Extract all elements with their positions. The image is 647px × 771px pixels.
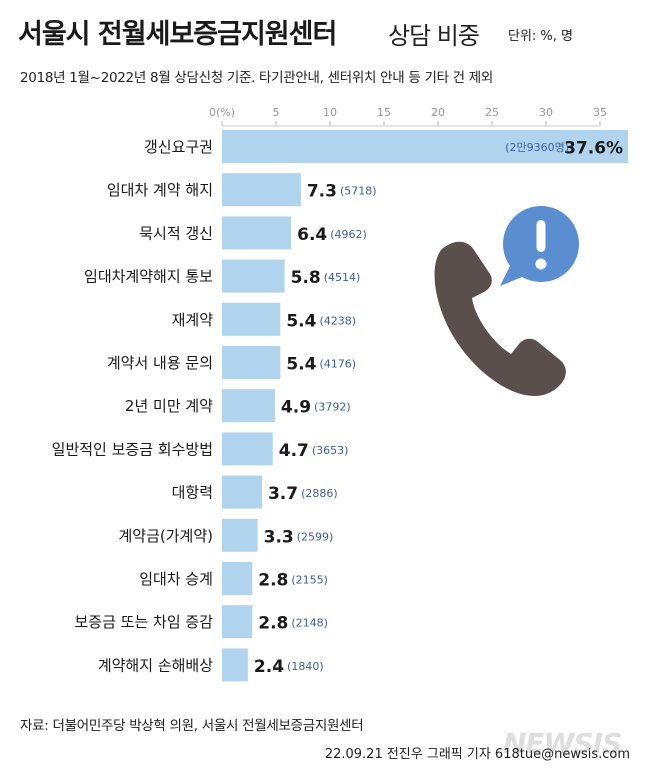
category-label: 계약금(가계약) — [118, 527, 213, 545]
category-label: 재계약 — [172, 311, 214, 329]
bar — [222, 302, 281, 336]
bar — [222, 130, 629, 163]
bar — [222, 346, 281, 379]
bar — [222, 475, 262, 509]
x-tick-label: 10 — [323, 106, 337, 119]
count-label: (4962) — [330, 228, 367, 241]
x-tick-label: 35 — [593, 106, 607, 119]
category-label: 임대차 계약 해지 — [107, 181, 213, 199]
count-label: (3653) — [312, 444, 349, 457]
bar — [222, 173, 301, 207]
x-tick-label: 0(%) — [209, 106, 235, 119]
category-label: 계약해지 손해배상 — [98, 656, 213, 674]
category-label: 묵시적 갱신 — [139, 224, 213, 242]
bar — [222, 389, 275, 423]
x-tick-label: 15 — [377, 106, 391, 119]
count-label: (1840) — [287, 660, 324, 673]
value-label: 3.7 — [268, 484, 298, 504]
value-label: 2.4 — [254, 657, 284, 677]
watermark-logo: NEWSIS — [503, 727, 622, 760]
value-label: 6.4 — [297, 225, 327, 245]
category-label: 갱신요구권 — [144, 138, 213, 156]
x-tick-label: 30 — [539, 106, 553, 119]
bar — [222, 259, 285, 293]
x-tick-label: 5 — [273, 106, 280, 119]
count-label: (4514) — [324, 271, 361, 284]
count-label: (2886) — [301, 487, 338, 500]
value-label: 4.9 — [281, 398, 311, 418]
chart-subtitle: 2018년 1월~2022년 8월 상담신청 기준. 타기관안내, 센터위치 안… — [20, 70, 494, 86]
bar — [222, 216, 292, 250]
count-label: (4238) — [319, 314, 356, 327]
value-label: 5.8 — [291, 268, 321, 288]
alert-bubble-icon — [500, 206, 579, 286]
bar — [222, 605, 253, 639]
count-label: (4176) — [319, 358, 356, 371]
category-label: 2년 미만 계약 — [125, 397, 213, 415]
category-label: 임대차 승계 — [139, 570, 213, 588]
x-tick-label: 20 — [431, 106, 445, 119]
count-label: (2148) — [291, 617, 328, 630]
value-label: 2.8 — [258, 571, 288, 591]
chart-title-sub: 상담 비중 — [388, 22, 480, 50]
count-label: (2만9360명) — [505, 141, 569, 154]
category-label: 임대차계약해지 통보 — [84, 268, 213, 286]
x-tick-label: 25 — [485, 106, 499, 119]
bar — [222, 648, 248, 682]
value-label: 7.3 — [307, 182, 337, 202]
phone-icon — [434, 241, 566, 397]
source-note: 자료: 더불어민주당 박상혁 의원, 서울시 전월세보증금지원센터 — [20, 718, 364, 734]
count-label: (3792) — [314, 401, 351, 414]
bar — [222, 562, 253, 595]
unit-label: 단위: %, 명 — [508, 29, 574, 44]
count-label: (5718) — [340, 185, 377, 198]
value-label: 5.4 — [286, 311, 316, 331]
count-label: (2155) — [291, 574, 328, 587]
value-label: 5.4 — [286, 355, 316, 375]
credit-note: 22.09.21 전진우 그래픽 기자 618tue@newsis.com — [324, 747, 630, 762]
category-label: 일반적인 보증금 회수방법 — [52, 440, 213, 458]
category-label: 계약서 내용 문의 — [107, 354, 213, 372]
bar — [222, 432, 273, 466]
value-label: 37.6% — [564, 139, 623, 159]
category-label: 대항력 — [172, 484, 213, 502]
bar — [222, 518, 258, 552]
category-label: 보증금 또는 차임 증감 — [74, 613, 213, 631]
value-label: 2.8 — [258, 614, 288, 634]
count-label: (2599) — [297, 530, 334, 543]
chart-title: 서울시 전월세보증금지원센터 — [18, 19, 337, 50]
value-label: 3.3 — [264, 527, 294, 547]
value-label: 4.7 — [279, 441, 309, 461]
